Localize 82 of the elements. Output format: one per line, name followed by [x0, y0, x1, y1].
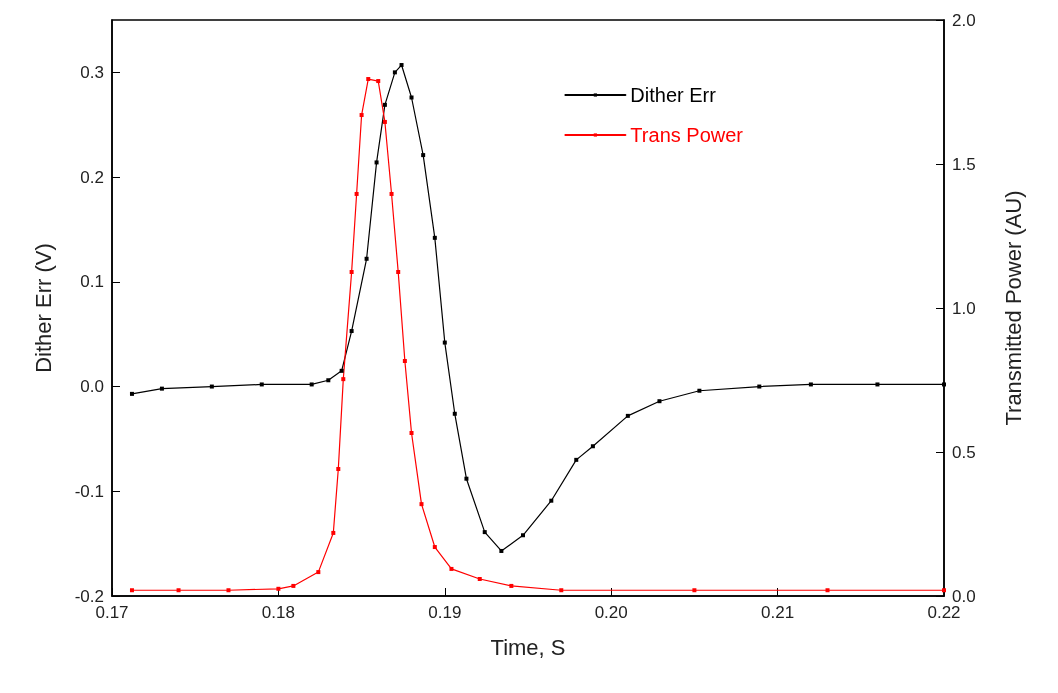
- point: [259, 382, 264, 387]
- point: [432, 235, 437, 240]
- point: [382, 102, 387, 107]
- point: [374, 160, 379, 165]
- point: [559, 588, 564, 593]
- point: [509, 583, 514, 588]
- point: [129, 391, 134, 396]
- point: [825, 588, 830, 593]
- y-tick-label: -0.1: [74, 481, 104, 501]
- point: [409, 430, 414, 435]
- y-tick-label: 0.1: [80, 272, 104, 292]
- point: [276, 586, 281, 591]
- point: [590, 444, 595, 449]
- point: [364, 256, 369, 261]
- point: [464, 476, 469, 481]
- y2-tick-label: 0.5: [952, 442, 976, 462]
- point: [176, 588, 181, 593]
- point: [942, 588, 946, 593]
- point: [354, 191, 359, 196]
- point: [574, 457, 579, 462]
- point: [549, 498, 554, 503]
- y2-axis-title: Transmitted Power (AU): [1000, 190, 1026, 426]
- legend-label: Trans Power: [630, 124, 744, 146]
- point: [226, 588, 231, 593]
- point: [349, 270, 354, 274]
- y2-tick-label: 0.0: [952, 586, 976, 606]
- point: [409, 95, 414, 100]
- point: [521, 533, 526, 538]
- point: [376, 79, 381, 84]
- point: [389, 191, 394, 196]
- point: [452, 411, 457, 416]
- point: [396, 270, 401, 274]
- point: [432, 545, 437, 550]
- point: [392, 70, 397, 75]
- y-tick-label: 0.0: [80, 377, 104, 397]
- y2-tick-label: 1.0: [952, 298, 976, 318]
- x-tick-label: 0.18: [261, 603, 295, 622]
- point: [359, 113, 364, 118]
- point: [382, 119, 387, 124]
- y-tick-label: -0.2: [74, 586, 104, 606]
- point: [657, 399, 662, 404]
- point: [625, 413, 630, 418]
- point: [349, 329, 354, 334]
- x-tick-label: 0.20: [594, 603, 628, 622]
- x-tick-label: 0.22: [927, 603, 961, 622]
- y2-tick-label: 1.5: [952, 154, 976, 174]
- point: [449, 566, 454, 571]
- point: [421, 153, 426, 158]
- point: [692, 588, 697, 593]
- x-tick-label: 0.19: [428, 603, 462, 622]
- x-tick-label: 0.21: [761, 603, 795, 622]
- point: [942, 382, 946, 387]
- point: [309, 382, 314, 387]
- point: [399, 63, 404, 68]
- point: [336, 466, 341, 471]
- point: [339, 368, 344, 373]
- point: [402, 358, 407, 363]
- y-axis-title: Dither Err (V): [30, 243, 56, 373]
- point: [159, 386, 164, 391]
- y-tick-label: 0.3: [80, 62, 104, 82]
- point: [331, 530, 336, 535]
- point: [477, 577, 482, 582]
- point: [291, 583, 296, 588]
- point: [129, 588, 134, 593]
- point: [499, 548, 504, 553]
- point: [757, 384, 762, 389]
- point: [341, 377, 346, 382]
- point: [326, 378, 331, 383]
- point: [482, 530, 487, 535]
- point: [366, 77, 371, 82]
- point: [875, 382, 880, 387]
- y2-tick-label: 2.0: [952, 10, 976, 30]
- point: [209, 384, 214, 389]
- x-axis-title: Time, S: [490, 634, 566, 660]
- y-tick-label: 0.2: [80, 167, 104, 187]
- legend-label: Dither Err: [630, 84, 717, 106]
- point: [808, 382, 813, 387]
- point: [697, 388, 702, 393]
- x-tick-label: 0.17: [95, 603, 129, 622]
- point: [442, 340, 447, 345]
- point: [316, 570, 321, 575]
- point: [419, 502, 424, 507]
